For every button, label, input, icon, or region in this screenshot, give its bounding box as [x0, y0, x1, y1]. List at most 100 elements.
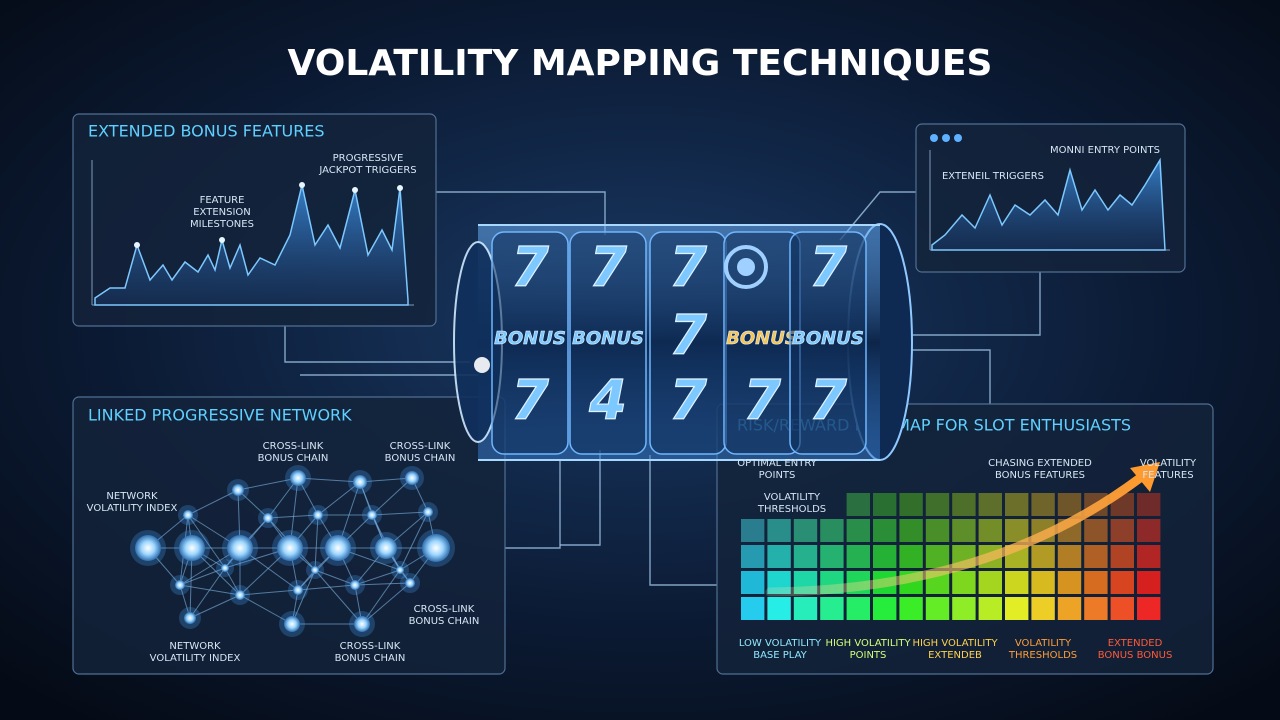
node	[175, 580, 185, 590]
edge	[314, 514, 319, 571]
node	[396, 566, 404, 574]
heat-cell	[1057, 545, 1082, 568]
label: BONUS CHAIN	[335, 653, 406, 664]
reel-symbol: BONUS	[494, 328, 566, 349]
label: HIGH VOLATILITY	[912, 638, 998, 649]
label: EXTENDED	[1108, 638, 1163, 649]
network	[130, 465, 455, 637]
node	[290, 470, 306, 486]
node	[184, 612, 196, 624]
edge	[371, 511, 429, 516]
edge	[187, 489, 239, 516]
label: THRESHOLDS	[1008, 650, 1077, 661]
heat-cell	[1084, 519, 1108, 542]
edge	[361, 569, 401, 625]
node	[183, 510, 193, 520]
edge	[371, 477, 413, 516]
reel	[789, 231, 867, 455]
node	[325, 535, 351, 561]
reel-symbol: 7	[589, 236, 627, 299]
heat-cell	[952, 519, 976, 542]
heat-cell	[741, 545, 765, 568]
node	[311, 566, 319, 574]
node	[227, 535, 253, 561]
heat-cell	[1031, 571, 1055, 594]
node	[375, 537, 397, 559]
label: BONUS CHAIN	[409, 616, 480, 627]
node	[405, 578, 415, 588]
arrow-head	[1130, 462, 1160, 492]
heat-cell	[978, 493, 1002, 516]
heat-cell	[1110, 597, 1134, 620]
heat-cell	[873, 493, 897, 516]
page-title: VOLATILITY MAPPING TECHNIQUES	[288, 43, 993, 84]
heat-cell	[1005, 519, 1029, 542]
heat-cell	[741, 597, 765, 620]
coin-icon	[724, 245, 768, 289]
node	[263, 513, 273, 523]
edge	[267, 477, 299, 519]
node	[179, 535, 205, 561]
heat-cell	[820, 597, 844, 620]
heat-cell	[1137, 597, 1161, 620]
reel-symbol: 7	[743, 369, 781, 432]
label: NETWORK	[106, 491, 158, 502]
heat-cell	[873, 597, 897, 620]
node	[277, 535, 303, 561]
panel-title: LINKED PROGRESSIVE NETWORK	[88, 406, 352, 425]
label: MONNI ENTRY POINTS	[1050, 145, 1160, 156]
label: POINTS	[759, 470, 796, 481]
heat-cell	[820, 519, 844, 542]
label: VOLATILITY	[1140, 458, 1197, 469]
label: JACKPOT TRIGGERS	[318, 165, 416, 176]
heat-cell	[1137, 571, 1161, 594]
label: VOLATILITY INDEX	[87, 503, 178, 514]
heat-cell	[899, 493, 923, 516]
heat-cell	[952, 493, 976, 516]
heat-cell	[1057, 493, 1082, 516]
edge	[187, 514, 226, 569]
edge	[239, 594, 293, 625]
heat-cell	[1110, 571, 1134, 594]
reel-symbol: 7	[511, 236, 549, 299]
label: LOW VOLATILITY	[739, 638, 822, 649]
label: MILESTONES	[190, 219, 254, 230]
heat-cell	[820, 545, 844, 568]
reel	[569, 231, 647, 455]
node	[284, 616, 300, 632]
heat-cell	[1057, 597, 1082, 620]
label: EXTENEIL TRIGGERS	[942, 171, 1044, 182]
heat-cell	[1084, 571, 1108, 594]
window-dots	[930, 134, 962, 142]
reel-symbol: 7	[669, 304, 707, 367]
label: VOLATILITY	[1015, 638, 1072, 649]
heat-cell	[767, 545, 791, 568]
label: BASE PLAY	[753, 650, 807, 661]
label: OPTIMAL ENTRY	[737, 458, 817, 469]
heat-cell	[1110, 545, 1134, 568]
heat-cell	[846, 493, 870, 516]
edge	[224, 567, 241, 596]
label: CROSS-LINK	[390, 441, 451, 452]
reel	[491, 231, 569, 455]
heat-cell	[978, 571, 1002, 594]
node	[354, 616, 370, 632]
label: VOLATILITY	[764, 492, 821, 503]
heat-cell	[1005, 571, 1029, 594]
node	[405, 471, 419, 485]
edge	[189, 594, 241, 619]
node	[313, 510, 323, 520]
heat-cell	[1137, 519, 1161, 542]
node	[367, 510, 377, 520]
heat-cell	[1137, 545, 1161, 568]
edge	[239, 589, 299, 596]
edge	[314, 569, 363, 625]
reel-symbol: 7	[809, 236, 847, 299]
heat-cell	[846, 597, 870, 620]
label: EXTENSION	[193, 207, 251, 218]
edge	[237, 477, 299, 491]
label: POINTS	[850, 650, 887, 661]
label: NETWORK	[169, 641, 221, 652]
edge	[361, 582, 411, 625]
